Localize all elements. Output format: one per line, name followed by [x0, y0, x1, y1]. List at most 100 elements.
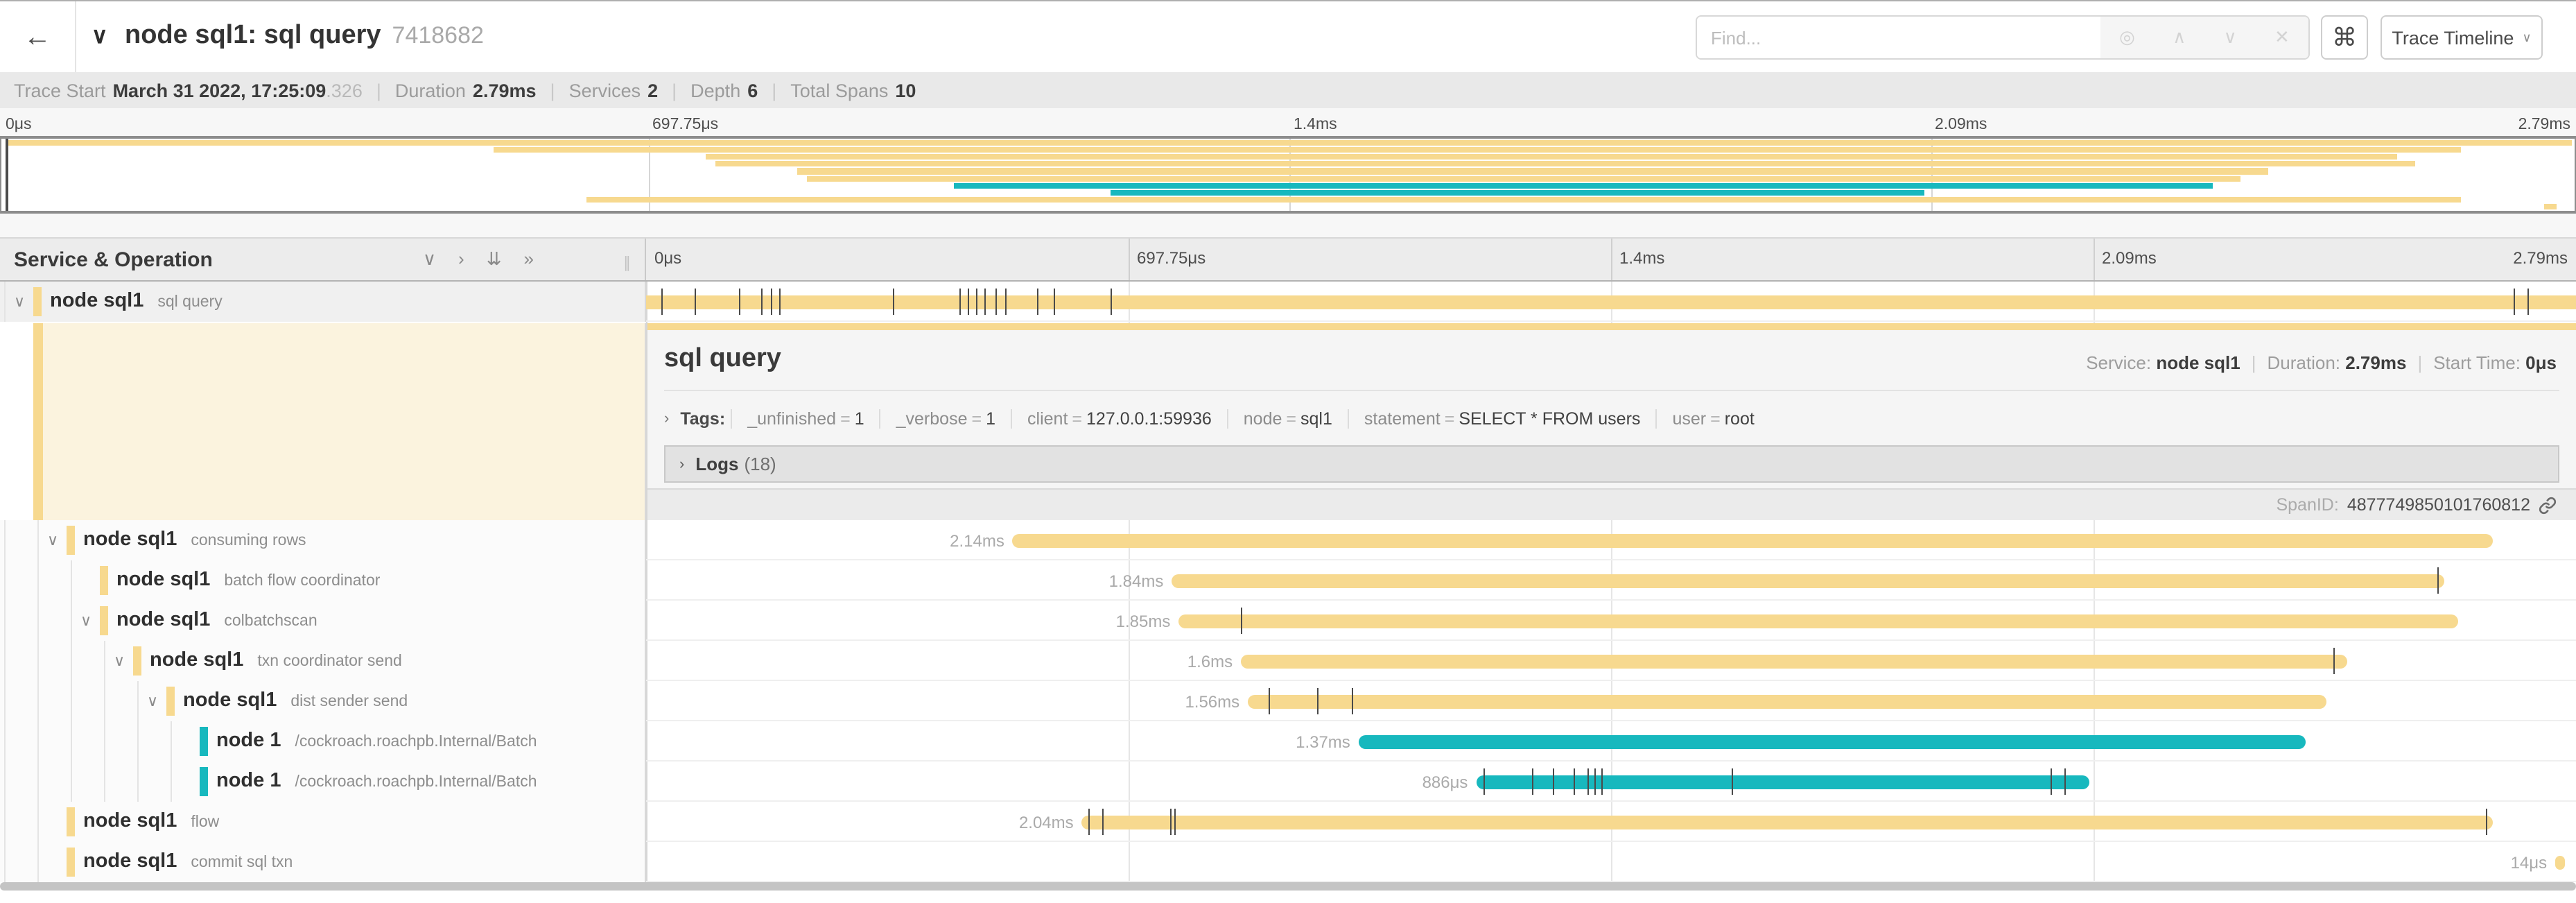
log-tick[interactable] [1102, 809, 1104, 835]
log-tick[interactable] [1111, 289, 1113, 315]
log-tick[interactable] [661, 289, 663, 315]
log-tick[interactable] [1174, 809, 1176, 835]
span-bar[interactable] [1358, 734, 2306, 748]
stat-value: 2 [647, 80, 659, 101]
keyboard-shortcuts-button[interactable]: ⌘ [2321, 15, 2368, 60]
tree-row[interactable]: ∨ node sql1 colbatchscan [0, 601, 646, 641]
log-tick[interactable] [975, 289, 977, 315]
span-bar[interactable] [1476, 775, 2089, 789]
chevron-down-icon[interactable]: ∨ [47, 533, 59, 549]
log-tick[interactable] [1531, 768, 1533, 795]
overview-span-bar [2544, 204, 2557, 210]
log-tick[interactable] [984, 289, 986, 315]
stat-value: 10 [895, 80, 916, 101]
timeline-tick-divider [1129, 239, 1130, 280]
operation-name: colbatchscan [224, 613, 317, 630]
log-tick[interactable] [1601, 768, 1603, 795]
link-icon[interactable] [2539, 496, 2557, 514]
log-tick[interactable] [1483, 768, 1485, 795]
log-tick[interactable] [1732, 768, 1734, 795]
indent-guide [37, 762, 39, 802]
log-tick[interactable] [1088, 809, 1090, 835]
span-bar[interactable] [2555, 855, 2566, 869]
span-bar[interactable] [1172, 574, 2445, 587]
indent-guide [4, 721, 6, 762]
log-tick[interactable] [1053, 289, 1055, 315]
span-bar[interactable] [646, 295, 2576, 309]
logs-accordion[interactable]: › Logs (18) [664, 445, 2559, 483]
log-tick[interactable] [1316, 688, 1319, 714]
expand-one-icon[interactable]: › [458, 248, 464, 269]
column-divider[interactable] [646, 282, 647, 884]
tree-row[interactable]: node sql1 commit sql txn [0, 842, 646, 882]
locate-icon[interactable]: ◎ [2119, 26, 2135, 47]
log-tick[interactable] [771, 289, 773, 315]
back-button[interactable]: ← [0, 1, 76, 74]
tree-row[interactable]: ∨ node sql1 sql query [0, 282, 646, 322]
overview-minimap[interactable] [0, 136, 2576, 214]
log-tick[interactable] [1351, 688, 1353, 714]
log-tick[interactable] [2050, 768, 2052, 795]
log-tick[interactable] [2486, 809, 2488, 835]
log-tick[interactable] [1573, 768, 1575, 795]
tree-row[interactable]: node 1/cockroach.roachpb.Internal/Batch [0, 721, 646, 762]
tags-accordion[interactable]: › Tags: _unfinished = 1 _verbose = 1 client = 12… [664, 401, 1770, 437]
log-tick[interactable] [738, 289, 740, 315]
span-bar[interactable] [1012, 533, 2494, 547]
log-tick[interactable] [2333, 648, 2335, 674]
span-bar[interactable] [1248, 694, 2327, 708]
log-tick[interactable] [1169, 809, 1172, 835]
tree-row[interactable]: node sql1 flow [0, 802, 646, 842]
log-tick[interactable] [2514, 289, 2516, 315]
log-tick[interactable] [778, 289, 781, 315]
prev-result-icon[interactable]: ∧ [2173, 26, 2186, 47]
log-tick[interactable] [1037, 289, 1039, 315]
tag-equals: = [840, 409, 851, 429]
log-tick[interactable] [2437, 567, 2439, 594]
span-bar[interactable] [1241, 654, 2348, 668]
overview-tick-label: 1.4ms [1294, 117, 1337, 133]
log-tick[interactable] [893, 289, 895, 315]
collapse-one-icon[interactable]: ∨ [423, 248, 437, 269]
find-input[interactable] [1697, 17, 2100, 58]
chevron-down-icon[interactable]: ∨ [114, 653, 125, 670]
span-bar[interactable] [1178, 614, 2459, 628]
log-tick[interactable] [995, 289, 997, 315]
tree-row[interactable]: ∨ node sql1 consuming rows [0, 520, 646, 560]
tree-row[interactable]: node sql1 batch flow coordinator [0, 560, 646, 601]
tree-row[interactable]: node 1/cockroach.roachpb.Internal/Batch [0, 762, 646, 802]
tree-row[interactable]: ∨ node sql1 dist sender send [0, 681, 646, 721]
log-tick[interactable] [694, 289, 696, 315]
indent-guide [37, 681, 39, 721]
operation-name: dist sender send [290, 694, 408, 710]
tree-row[interactable]: ∨ node sql1 txn coordinator send [0, 641, 646, 681]
collapse-all-icon[interactable]: ⇊ [486, 248, 502, 269]
clear-search-icon[interactable]: ✕ [2274, 26, 2290, 47]
horizontal-scrollbar[interactable] [0, 882, 2576, 891]
log-tick[interactable] [959, 289, 960, 315]
chevron-down-icon[interactable]: ∨ [14, 294, 26, 311]
trace-collapse-icon[interactable]: ∨ [92, 25, 108, 49]
chevron-down-icon[interactable]: ∨ [80, 613, 92, 630]
log-tick[interactable] [761, 289, 763, 315]
log-tick[interactable] [1241, 608, 1243, 634]
column-resize-grip[interactable]: ∥ [623, 255, 634, 272]
span-row: ∨ node sql1 dist sender send 1.56ms [0, 681, 2576, 721]
log-tick[interactable] [968, 289, 970, 315]
spanid-value: 4877749850101760812 [2347, 495, 2530, 515]
span-bar[interactable] [1081, 815, 2494, 829]
overview-span-bar [715, 161, 2416, 167]
log-tick[interactable] [1587, 768, 1589, 795]
log-tick[interactable] [1269, 688, 1271, 714]
log-tick[interactable] [1594, 768, 1596, 795]
log-tick[interactable] [1005, 289, 1007, 315]
next-result-icon[interactable]: ∨ [2223, 26, 2237, 47]
log-tick[interactable] [1552, 768, 1554, 795]
chevron-down-icon[interactable]: ∨ [147, 694, 159, 710]
service-color-strip [166, 687, 175, 716]
viewport-handle-left[interactable] [6, 139, 8, 211]
expand-all-icon[interactable]: » [523, 248, 534, 269]
log-tick[interactable] [2527, 289, 2530, 315]
log-tick[interactable] [2064, 768, 2066, 795]
view-selector-button[interactable]: Trace Timeline ∨ [2381, 15, 2543, 60]
